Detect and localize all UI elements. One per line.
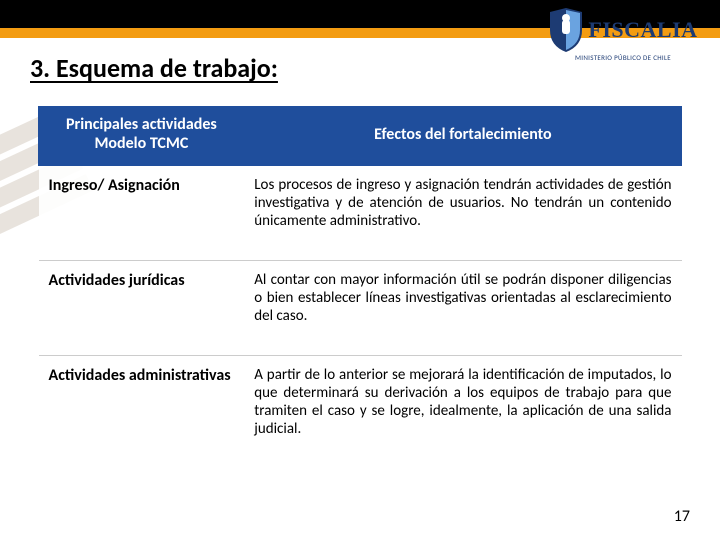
- page-number: 17: [674, 507, 690, 526]
- activity-cell: Actividades jurídicas: [39, 261, 245, 356]
- table-row: Actividades jurídicas Al contar con mayo…: [39, 261, 682, 356]
- effect-cell: A partir de lo anterior se mejorará la i…: [244, 356, 681, 469]
- activities-table: Principales actividades Modelo TCMC Efec…: [38, 106, 682, 468]
- table-header-effects: Efectos del fortalecimiento: [244, 107, 681, 166]
- table-row: Ingreso/ Asignación Los procesos de ingr…: [39, 166, 682, 261]
- effect-cell: Los procesos de ingreso y asignación ten…: [244, 166, 681, 261]
- table-header-activities: Principales actividades Modelo TCMC: [39, 107, 245, 166]
- shield-icon: [548, 8, 584, 52]
- activity-cell: Actividades administrativas: [39, 356, 245, 469]
- table-row: Actividades administrativas A partir de …: [39, 356, 682, 469]
- slide-title: 3. Esquema de trabajo:: [30, 52, 530, 84]
- logo-word: FISCALIA: [588, 17, 697, 43]
- effect-cell: Al contar con mayor información útil se …: [244, 261, 681, 356]
- activity-cell: Ingreso/ Asignación: [39, 166, 245, 261]
- fiscalia-logo: FISCALIA MINISTERIO PÚBLICO DE CHILE: [548, 8, 698, 88]
- logo-subtitle: MINISTERIO PÚBLICO DE CHILE: [575, 53, 671, 62]
